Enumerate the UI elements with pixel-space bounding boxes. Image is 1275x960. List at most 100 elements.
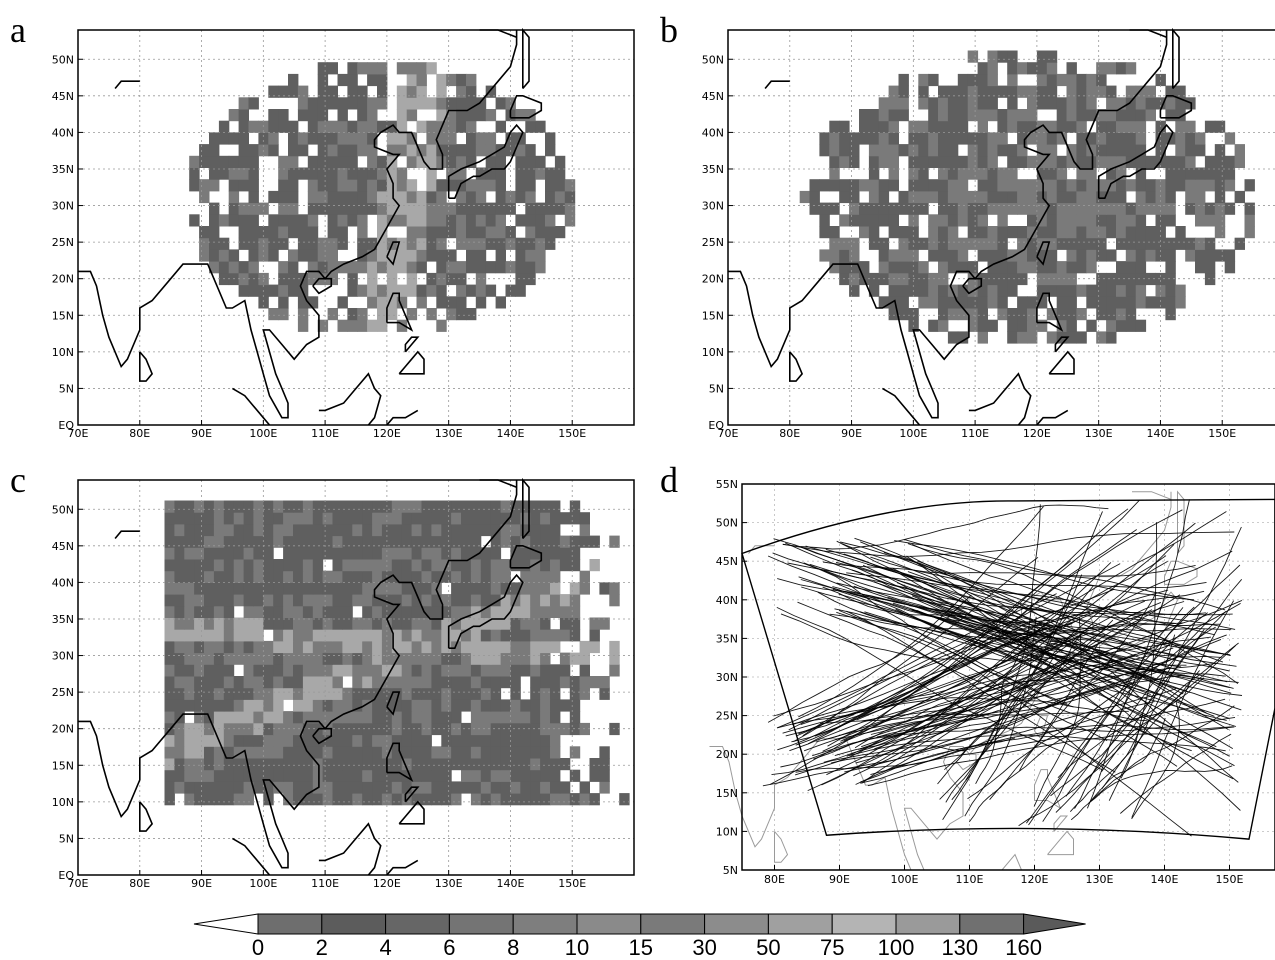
density-cell (204, 547, 215, 560)
density-cell (510, 512, 521, 525)
density-cell (451, 746, 462, 759)
density-cell (302, 500, 314, 513)
density-cell (248, 167, 259, 180)
density-cell (194, 711, 205, 724)
density-cell (391, 512, 403, 525)
density-cell (441, 617, 452, 630)
density-cell (436, 296, 447, 309)
density-cell (377, 319, 388, 332)
density-cell (223, 570, 235, 583)
density-cell (1224, 249, 1236, 262)
density-cell (997, 120, 1008, 133)
density-cell (164, 617, 175, 630)
coast-segment-4 (447, 573, 524, 649)
density-cell (461, 582, 472, 595)
x-tick-label-2: 90E (191, 877, 212, 890)
density-cell (302, 570, 314, 583)
density-cell (164, 664, 175, 677)
density-cell (253, 523, 264, 537)
density-cell (1027, 249, 1038, 262)
density-cell (947, 179, 959, 192)
density-cell (545, 214, 556, 227)
coast-segment-10 (318, 372, 382, 426)
density-cell (550, 559, 561, 572)
density-cell (441, 547, 452, 560)
density-cell (297, 109, 309, 122)
density-cell (253, 512, 264, 525)
density-cell (431, 512, 442, 525)
density-cell (248, 284, 259, 297)
density-cell (327, 308, 338, 321)
density-cell (928, 155, 939, 168)
density-cell (1204, 272, 1216, 286)
density-cell (1076, 331, 1087, 344)
density-cell (987, 190, 998, 204)
density-cell (515, 144, 526, 157)
density-cell (357, 249, 368, 262)
density-cell (194, 699, 205, 712)
density-cell (520, 758, 531, 771)
density-cell (1076, 155, 1087, 168)
density-cell (213, 793, 225, 806)
density-cell (1036, 179, 1048, 192)
density-cell (253, 640, 264, 654)
density-cell (372, 500, 383, 513)
density-cell (1076, 308, 1087, 321)
density-cell (1234, 155, 1245, 168)
track-line (795, 560, 1072, 746)
density-cell (957, 331, 969, 344)
density-cell (327, 272, 338, 286)
coast-segment-0 (78, 480, 518, 869)
density-cell (1106, 85, 1117, 98)
density-cell (456, 85, 467, 98)
density-cell (1066, 85, 1077, 98)
density-cell (184, 699, 195, 712)
density-cell (174, 547, 185, 560)
track-line (1088, 705, 1235, 804)
density-cell (609, 640, 620, 654)
density-cell (283, 746, 294, 759)
density-cell (416, 202, 427, 215)
density-cell (530, 640, 541, 654)
density-cell (223, 711, 235, 724)
density-cell (1096, 132, 1107, 145)
density-cell (243, 640, 254, 654)
density-cell (293, 640, 304, 654)
density-cell (377, 296, 388, 309)
density-cell (396, 249, 408, 262)
density-cell (362, 570, 373, 583)
density-cell (421, 617, 432, 630)
x-tick-label-7: 140E (496, 427, 524, 440)
density-cell (446, 179, 457, 192)
density-cell (283, 570, 294, 583)
density-cell (898, 85, 909, 98)
density-cell (293, 652, 304, 665)
density-cell (367, 237, 378, 250)
density-cell (253, 769, 264, 782)
track-line (859, 611, 1234, 780)
density-cell (530, 769, 541, 782)
density-cell (540, 746, 551, 759)
density-cell (273, 687, 284, 700)
density-cell (451, 699, 462, 712)
density-cell (550, 535, 561, 548)
density-cell (204, 617, 215, 630)
density-cell (1096, 62, 1107, 75)
density-cell (1036, 190, 1048, 204)
density-cell (312, 547, 324, 560)
density-cell (525, 144, 536, 157)
density-cell (243, 523, 254, 537)
density-cell (461, 512, 472, 525)
density-cell (456, 261, 467, 274)
density-cell (411, 512, 422, 525)
density-cell (317, 190, 329, 204)
y-tick-label-8: 40N (702, 126, 724, 139)
density-cell (609, 535, 620, 548)
density-cell (859, 261, 870, 274)
colorbar-swatch-1 (257, 913, 323, 935)
density-cell (470, 664, 482, 677)
density-cell (327, 62, 338, 75)
coast-segment-5 (509, 545, 543, 569)
density-cell (495, 237, 506, 250)
x-tick-label-6: 130E (1085, 427, 1113, 440)
